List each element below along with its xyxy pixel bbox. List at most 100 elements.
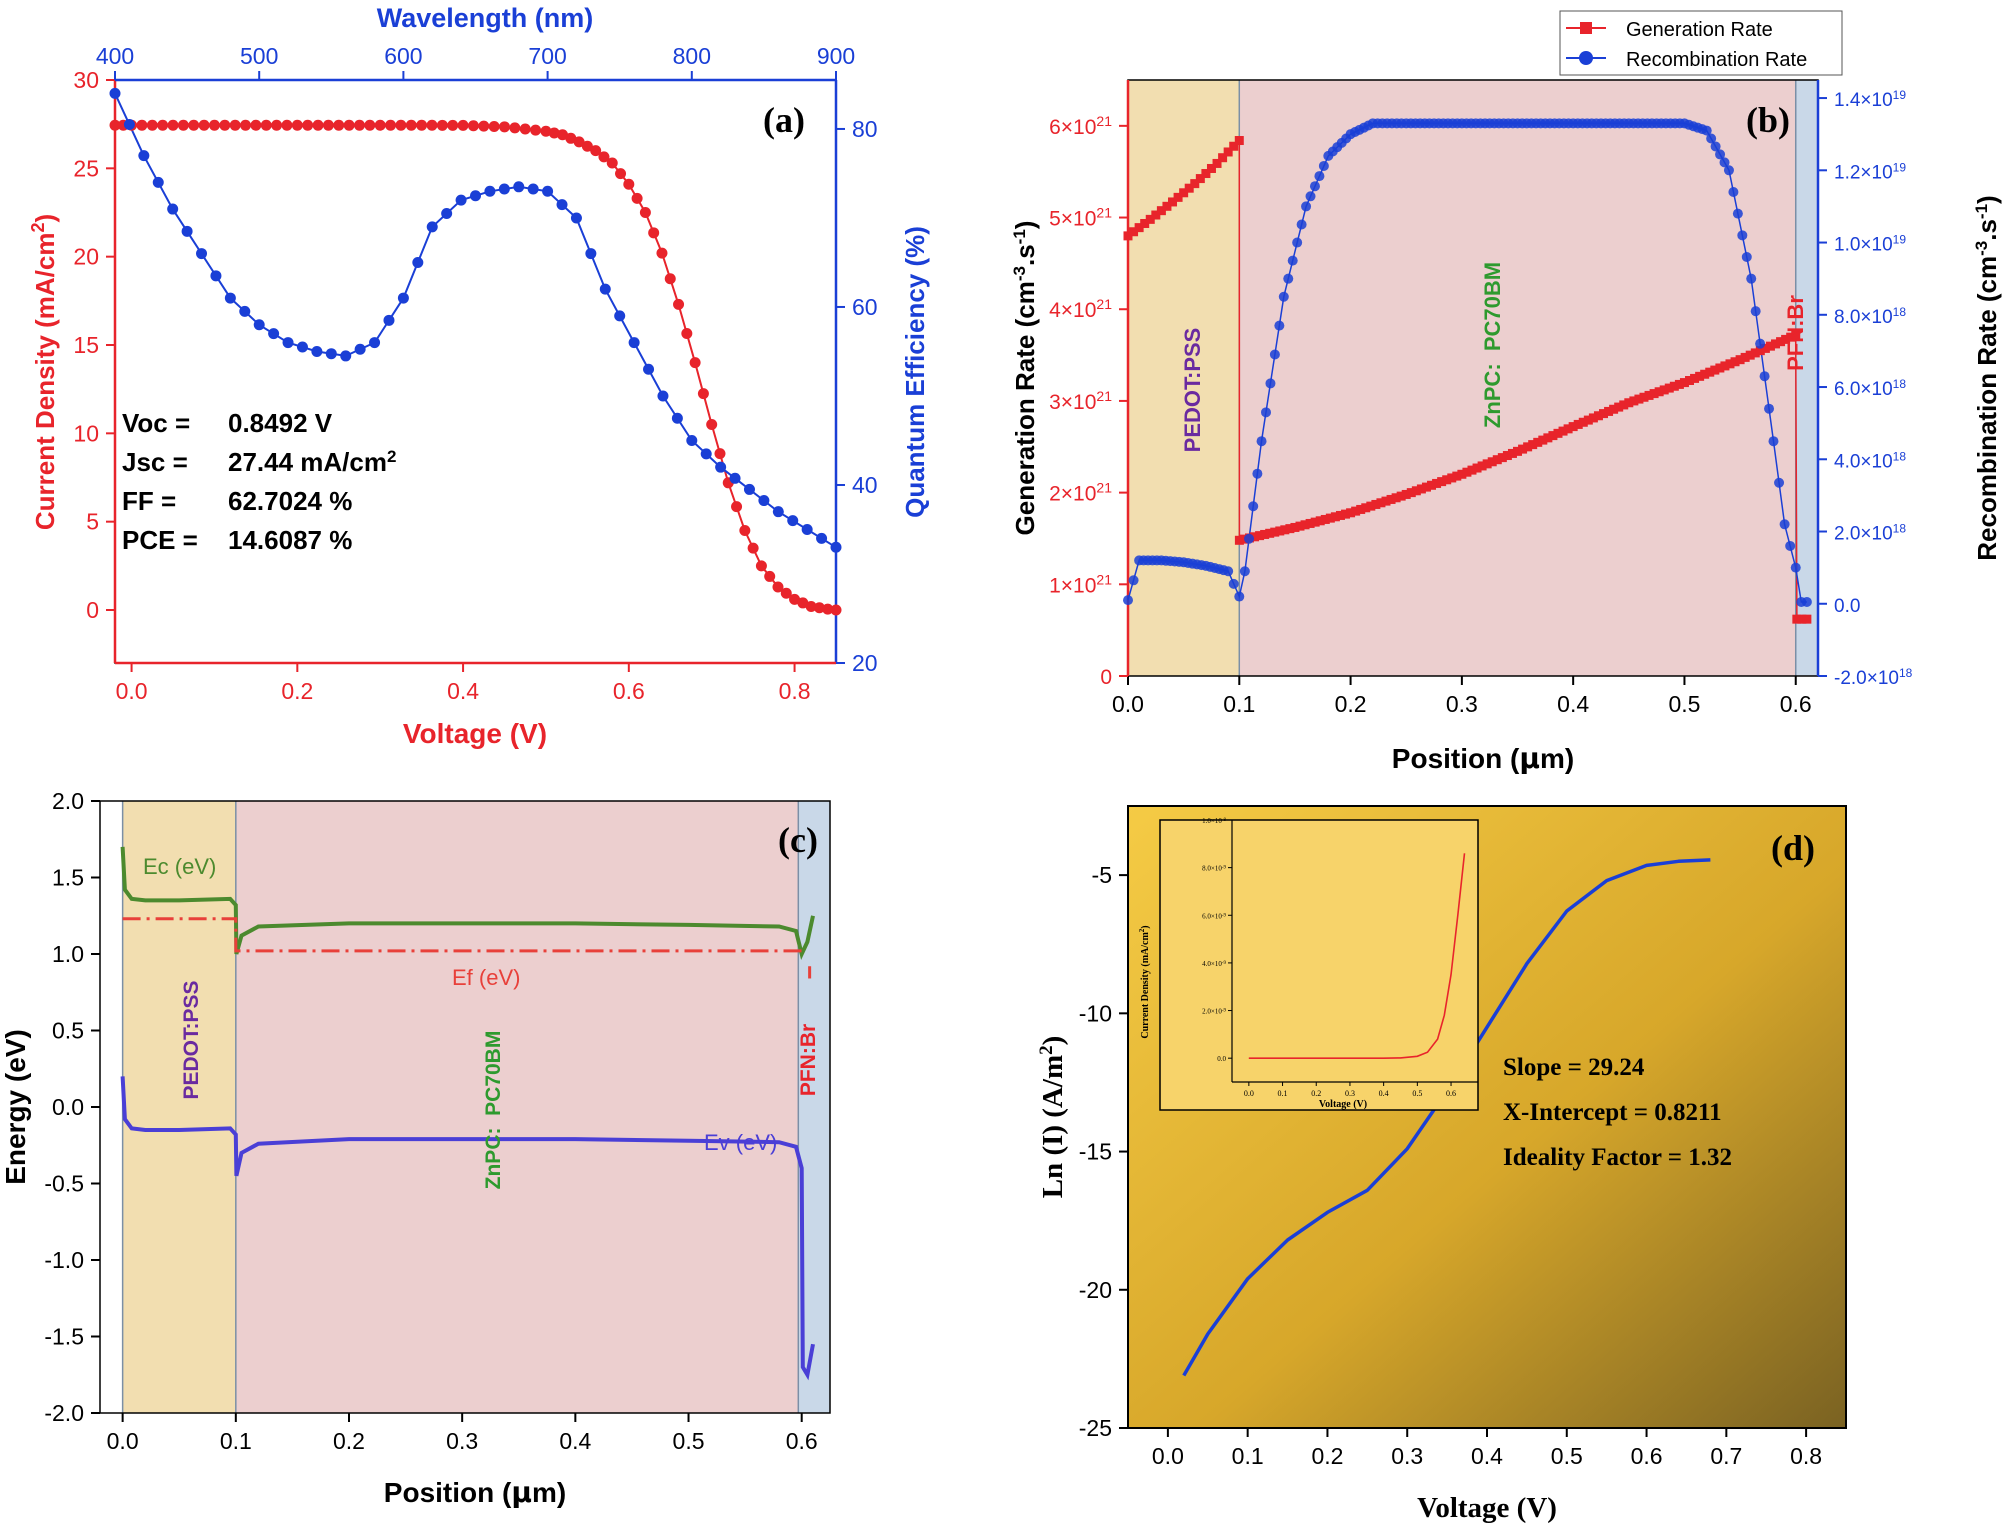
legend-box xyxy=(1559,10,1843,76)
recombination-point xyxy=(1750,306,1761,317)
x-tick-label: 0.5 xyxy=(1551,1443,1583,1469)
jv-point xyxy=(416,119,428,131)
qe-point xyxy=(340,350,352,362)
x-top-tick-label: 400 xyxy=(96,43,134,69)
x-tick-label: 0.1 xyxy=(1223,691,1255,717)
qe-point xyxy=(455,194,467,206)
generation-point xyxy=(1685,376,1695,386)
ev-curve xyxy=(120,1076,815,1381)
generation-point xyxy=(1792,614,1802,624)
x-tick-label: 0.0 xyxy=(1152,1443,1184,1469)
generation-point xyxy=(1330,512,1340,522)
recombination-point xyxy=(1737,230,1748,241)
generation-point xyxy=(1145,214,1155,224)
jv-point xyxy=(291,119,303,131)
x-tick-label: 0.7 xyxy=(1710,1443,1742,1469)
jv-point xyxy=(260,119,272,131)
generation-point xyxy=(1416,484,1426,494)
inset-x-tick-label: 0.4 xyxy=(1379,1089,1389,1098)
panel-c-ticks: 0.0 0.1 0.2 0.3 0.4 0.5 0.6 -2.0 -1.5 -1.0 -0.5 0.0… xyxy=(44,788,817,1454)
panel-d-ticks: 0.0 0.1 0.2 0.3 0.4 0.5 0.6 0.7 0.8 -25 -20 -15 -10 -… xyxy=(1079,862,1822,1469)
jv-point xyxy=(177,119,189,131)
recombination-point xyxy=(1723,165,1734,176)
qe-point xyxy=(570,212,582,224)
jv-point xyxy=(208,119,220,131)
y-right-tick-label: -2.0×1018 xyxy=(1834,666,1913,689)
jv-point xyxy=(615,168,627,180)
recombination-point xyxy=(1801,596,1812,607)
generation-point xyxy=(1437,477,1447,487)
y-right-tick-label: 1.2×1019 xyxy=(1834,160,1906,183)
jv-point xyxy=(364,119,376,131)
qe-point xyxy=(109,87,121,99)
x-tick-label: 0.6 xyxy=(1631,1443,1663,1469)
y-tick-label: 1.5 xyxy=(52,865,84,891)
generation-point xyxy=(1497,453,1507,463)
jv-point xyxy=(623,178,635,190)
annotation-label: PCE = xyxy=(122,525,198,555)
qe-point xyxy=(426,221,438,233)
jv-point xyxy=(426,119,438,131)
qe-point xyxy=(729,472,741,484)
generation-point xyxy=(1234,136,1244,146)
jv-point xyxy=(312,119,324,131)
generation-point xyxy=(1123,231,1133,241)
x-tick-label: 0.0 xyxy=(116,678,148,704)
generation-point xyxy=(1558,426,1568,436)
jv-point xyxy=(343,119,355,131)
x-tick-label: 0.1 xyxy=(1232,1443,1264,1469)
y-right-tick-label: 2.0×1018 xyxy=(1834,522,1906,545)
panel-c-label: (c) xyxy=(778,820,818,860)
y-tick-label: 1×1021 xyxy=(1049,571,1112,597)
recombination-point xyxy=(1701,125,1712,136)
qe-point xyxy=(383,314,395,326)
qe-point xyxy=(123,119,135,131)
qe-point xyxy=(397,292,409,304)
generation-point xyxy=(1396,491,1406,501)
qe-point xyxy=(758,495,770,507)
qe-point xyxy=(700,448,712,460)
x-tick-label: 0.6 xyxy=(786,1428,818,1454)
jv-point xyxy=(573,136,585,148)
annotation: Slope = 29.24 xyxy=(1503,1054,1645,1081)
generation-point xyxy=(1184,183,1194,193)
jv-point xyxy=(548,127,560,139)
recombination-point xyxy=(1790,562,1801,573)
qe-point xyxy=(282,337,294,349)
panel-c-layer-bands xyxy=(121,801,830,1413)
generation-point xyxy=(1366,501,1376,511)
generation-point xyxy=(1604,406,1614,416)
qe-point xyxy=(268,328,280,340)
jv-point xyxy=(240,119,252,131)
inset-y-tick-label: 8.0×10-9 xyxy=(1202,865,1226,873)
qe-point xyxy=(772,506,784,518)
generation-point xyxy=(1462,467,1472,477)
qe-point xyxy=(787,515,799,527)
panel-c-layer-label-pedot: PEDOT:PSS xyxy=(180,980,203,1099)
panel-c-series xyxy=(120,846,815,1381)
x-tick-label: 0.2 xyxy=(281,678,313,704)
jv-point xyxy=(499,121,511,133)
recombination-point xyxy=(1305,191,1316,202)
generation-point xyxy=(1765,341,1775,351)
qe-point xyxy=(210,270,222,282)
generation-point xyxy=(1371,499,1381,509)
panel-c-ec-label: Ec (eV) xyxy=(143,854,216,879)
recombination-point xyxy=(1292,237,1303,248)
generation-point xyxy=(1421,482,1431,492)
generation-point xyxy=(1195,174,1205,184)
recombination-point xyxy=(1244,533,1255,544)
recombination-point xyxy=(1234,591,1245,602)
y-right-tick-label: 20 xyxy=(852,650,878,676)
generation-point xyxy=(1614,402,1624,412)
x-tick-label: 0.4 xyxy=(1471,1443,1503,1469)
recombination-point xyxy=(1318,160,1329,171)
jv-point xyxy=(353,119,365,131)
qe-point xyxy=(441,208,453,220)
recombination-point xyxy=(1123,595,1133,606)
generation-point xyxy=(1265,528,1275,538)
recombination-point xyxy=(1287,255,1298,266)
jv-point xyxy=(697,388,709,400)
panel-d: 0.0 0.1 0.2 0.3 0.4 0.5 0.6 0.7 0.8 -25 -20 -15 -10 -… xyxy=(1036,805,1847,1524)
generation-point xyxy=(1151,210,1161,220)
